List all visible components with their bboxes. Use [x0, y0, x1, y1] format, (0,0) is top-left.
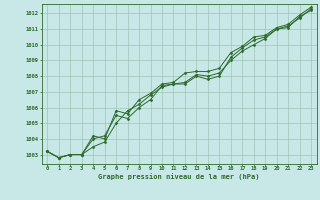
X-axis label: Graphe pression niveau de la mer (hPa): Graphe pression niveau de la mer (hPa): [99, 173, 260, 180]
